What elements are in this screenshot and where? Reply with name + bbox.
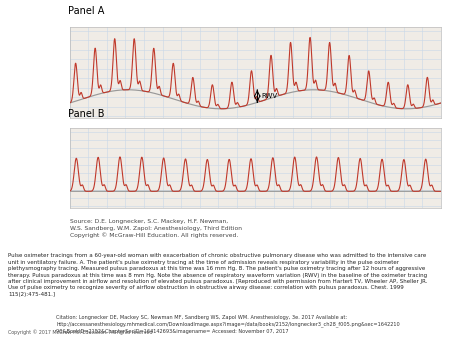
Text: Pulse oximeter tracings from a 60-year-old woman with exacerbation of chronic ob: Pulse oximeter tracings from a 60-year-o… bbox=[8, 254, 428, 297]
Text: Graw: Graw bbox=[15, 316, 37, 325]
Text: Education: Education bbox=[14, 332, 38, 336]
Text: Copyright © 2017 McGraw-Hill Education. All rights reserved: Copyright © 2017 McGraw-Hill Education. … bbox=[8, 330, 153, 335]
Text: Source: D.E. Longnecker, S.C. Mackey, H.F. Newman,
W.S. Sandberg, W.M. Zapol: An: Source: D.E. Longnecker, S.C. Mackey, H.… bbox=[70, 219, 242, 238]
Text: Panel A: Panel A bbox=[68, 6, 104, 16]
Text: Citation: Longnecker DE, Mackey SC, Newman MF, Sandberg WS, Zapol WM. Anesthesio: Citation: Longnecker DE, Mackey SC, Newm… bbox=[56, 315, 400, 334]
Text: RWV: RWV bbox=[262, 93, 278, 99]
Text: Mc: Mc bbox=[20, 310, 32, 319]
Text: Hill: Hill bbox=[19, 323, 33, 332]
Text: Panel B: Panel B bbox=[68, 109, 104, 119]
